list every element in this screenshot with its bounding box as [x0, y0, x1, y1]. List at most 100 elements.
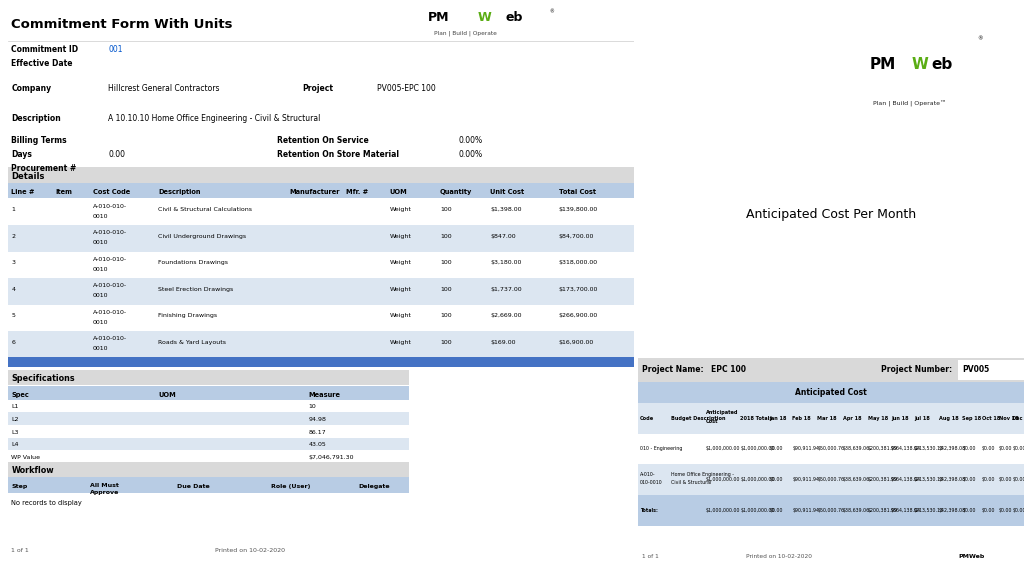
- Text: Workflow: Workflow: [11, 466, 54, 475]
- Text: 1: 1: [11, 207, 15, 212]
- Text: 0010: 0010: [92, 346, 109, 351]
- Text: Approve: Approve: [89, 490, 119, 495]
- Text: eb: eb: [932, 57, 952, 72]
- Text: EPC 100: EPC 100: [712, 365, 746, 374]
- Text: Weight: Weight: [390, 287, 412, 292]
- Text: 94.98: 94.98: [308, 417, 327, 422]
- Bar: [8, 278, 634, 305]
- Text: Role (User): Role (User): [271, 484, 310, 489]
- Text: Totals:: Totals:: [640, 508, 657, 513]
- Text: $42,398.08: $42,398.08: [939, 446, 967, 452]
- Text: $2,669.00: $2,669.00: [489, 313, 521, 318]
- Text: UOM: UOM: [390, 189, 408, 195]
- Text: $213,530.13: $213,530.13: [914, 477, 944, 482]
- Text: 0010: 0010: [92, 214, 109, 219]
- Text: $318,000.00: $318,000.00: [559, 260, 598, 265]
- Text: $1,000,000.00: $1,000,000.00: [706, 508, 740, 513]
- Text: A-010-010-: A-010-010-: [92, 204, 127, 209]
- Bar: [8, 386, 409, 400]
- Text: $0.00: $0.00: [998, 477, 1013, 482]
- Text: $0.00: $0.00: [998, 508, 1013, 513]
- Text: Apr 18: Apr 18: [843, 415, 861, 421]
- Text: Retention On Store Material: Retention On Store Material: [278, 150, 399, 159]
- Bar: [8, 477, 409, 493]
- Text: Oct 18: Oct 18: [982, 415, 999, 421]
- Bar: [8, 425, 409, 437]
- Text: PM: PM: [869, 57, 896, 72]
- Bar: [638, 434, 1024, 464]
- Text: $38,639.06: $38,639.06: [843, 477, 869, 482]
- Text: $0.00: $0.00: [963, 477, 976, 482]
- Text: Plan | Build | Operate: Plan | Build | Operate: [433, 30, 497, 36]
- Text: 0010: 0010: [92, 293, 109, 298]
- Text: Total Cost: Total Cost: [559, 189, 596, 195]
- Text: $847.00: $847.00: [489, 234, 515, 239]
- Text: $266,900.00: $266,900.00: [559, 313, 598, 318]
- Text: L1: L1: [11, 404, 18, 409]
- Text: Description: Description: [11, 114, 61, 123]
- Text: $90,911.94: $90,911.94: [793, 446, 819, 452]
- Bar: [638, 464, 1024, 495]
- Text: $1,000,000.00: $1,000,000.00: [706, 446, 740, 452]
- Text: Anticipated: Anticipated: [706, 410, 738, 415]
- Text: A-010-010-: A-010-010-: [92, 257, 127, 262]
- Bar: [8, 357, 634, 367]
- Text: 10: 10: [308, 404, 316, 409]
- Text: Commitment ID: Commitment ID: [11, 45, 79, 54]
- Text: 001: 001: [109, 45, 123, 54]
- Text: eb: eb: [506, 11, 523, 24]
- Text: Description: Description: [159, 189, 201, 195]
- Text: Weight: Weight: [390, 207, 412, 212]
- Text: Step: Step: [11, 484, 28, 489]
- Text: $213,530.13: $213,530.13: [914, 508, 944, 513]
- Text: Weight: Weight: [390, 234, 412, 239]
- Text: A 10.10.10 Home Office Engineering - Civil & Structural: A 10.10.10 Home Office Engineering - Civ…: [109, 114, 321, 123]
- Text: Plan | Build | Operate™: Plan | Build | Operate™: [873, 101, 947, 107]
- Text: 0010: 0010: [92, 240, 109, 245]
- Text: 0.00: 0.00: [109, 150, 125, 159]
- Text: $1,000,000.00: $1,000,000.00: [706, 477, 740, 482]
- Text: A-010-: A-010-: [640, 472, 655, 477]
- Text: Weight: Weight: [390, 260, 412, 265]
- Text: $38,639.06: $38,639.06: [843, 446, 869, 452]
- Text: No records to display: No records to display: [11, 501, 82, 506]
- Text: 43.05: 43.05: [308, 443, 327, 448]
- Bar: [8, 412, 409, 425]
- Text: 0.00%: 0.00%: [459, 136, 482, 145]
- Text: Hillcrest General Contractors: Hillcrest General Contractors: [109, 84, 220, 93]
- Text: Civil Underground Drawings: Civil Underground Drawings: [159, 234, 247, 239]
- Text: $364,138.04: $364,138.04: [891, 477, 921, 482]
- Text: 4: 4: [11, 287, 15, 292]
- Text: 010-0010: 010-0010: [640, 480, 663, 485]
- Text: 0010: 0010: [92, 267, 109, 272]
- Text: $173,700.00: $173,700.00: [559, 287, 598, 292]
- Text: Billing Terms: Billing Terms: [11, 136, 67, 145]
- Text: L2: L2: [11, 417, 18, 422]
- Text: $0.00: $0.00: [982, 508, 995, 513]
- Text: A-010-010-: A-010-010-: [92, 310, 127, 315]
- Text: $3,180.00: $3,180.00: [489, 260, 521, 265]
- Text: Code: Code: [640, 415, 654, 421]
- Text: All Must: All Must: [89, 482, 119, 488]
- Text: Home Office Engineering -: Home Office Engineering -: [671, 472, 734, 477]
- Text: Manufacturer: Manufacturer: [290, 189, 340, 195]
- Text: Budget Description: Budget Description: [671, 415, 725, 421]
- Text: 0.00%: 0.00%: [459, 150, 482, 159]
- Text: Measure: Measure: [308, 392, 341, 397]
- Text: Project: Project: [302, 84, 333, 93]
- Bar: [638, 495, 1024, 526]
- Text: 2018 Totals: 2018 Totals: [740, 415, 773, 421]
- Text: PMWeb: PMWeb: [958, 555, 985, 559]
- Bar: [8, 450, 409, 463]
- Text: Mar 18: Mar 18: [817, 415, 837, 421]
- Bar: [958, 360, 1024, 380]
- Text: Project Name:: Project Name:: [642, 365, 703, 374]
- Text: Delegate: Delegate: [358, 484, 390, 489]
- Text: Line #: Line #: [11, 189, 35, 195]
- Bar: [8, 199, 634, 225]
- Text: Dec 18: Dec 18: [1013, 415, 1024, 421]
- Text: L4: L4: [11, 443, 18, 448]
- Text: Civil & Structural Calculations: Civil & Structural Calculations: [159, 207, 252, 212]
- Text: $1,000,000.00: $1,000,000.00: [740, 477, 775, 482]
- Text: $364,138.04: $364,138.04: [891, 446, 921, 452]
